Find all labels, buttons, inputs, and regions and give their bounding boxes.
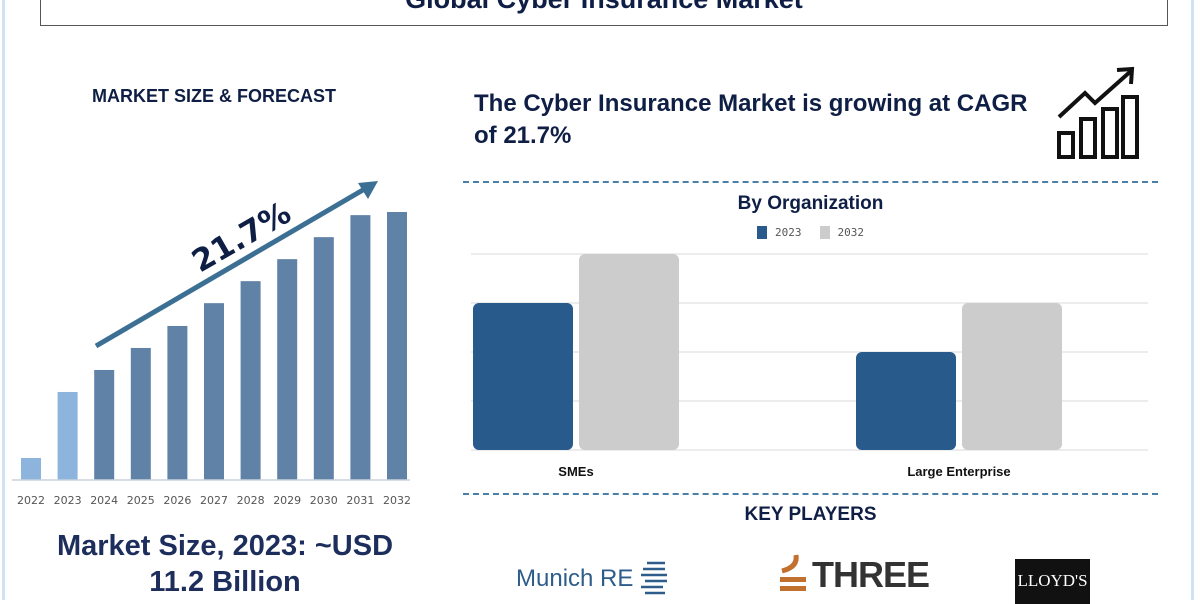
bar-smes-2023 — [473, 303, 573, 450]
x-tick-label: 2028 — [237, 494, 265, 507]
market-forecast-chart: 2022 2023 2024 2025 2026 2027 2028 2029 2030 2031… — [12, 181, 411, 507]
bar-large-enterprise-2023 — [856, 352, 956, 450]
x-tick-label: 2024 — [90, 494, 118, 507]
arrow-head-icon — [358, 181, 378, 199]
lloyds-logo: LLOYD'S — [1015, 559, 1090, 604]
page-title: Global Cyber Insurance Market — [41, 0, 1167, 13]
legend-swatch — [757, 226, 767, 239]
x-tick-label: 2032 — [383, 494, 411, 507]
market-size-text: Market Size, 2023: ~USD 11.2 Billion — [10, 528, 440, 600]
x-tick-label: 2026 — [163, 494, 191, 507]
bar-2023 — [57, 391, 78, 480]
bar-large-enterprise-2032 — [962, 303, 1062, 450]
org-legend: 2023 2032 — [463, 226, 1158, 239]
x-tick-label: 2023 — [54, 494, 82, 507]
three-emblem-icon — [780, 554, 806, 591]
key-players-title: KEY PLAYERS — [744, 504, 877, 525]
x-tick-label: 2031 — [346, 494, 374, 507]
market-size-heading: MARKET SIZE & FORECAST — [92, 86, 337, 106]
legend-item-2023: 2023 — [757, 226, 802, 239]
legend-swatch — [819, 226, 830, 239]
legend-item-2032: 2032 — [819, 226, 865, 239]
x-tick-label: 2022 — [17, 494, 45, 507]
divider — [463, 181, 1158, 183]
bar-2031 — [350, 215, 371, 481]
three-name: THREE — [812, 554, 930, 595]
title-box: Global Cyber Insurance Market — [40, 0, 1168, 26]
x-tick-label: 2029 — [273, 494, 301, 507]
category-label: Large Enterprise — [907, 464, 1010, 479]
three-logo: THREE — [778, 553, 930, 597]
bar-2029 — [277, 259, 298, 480]
market-size-line2: 11.2 Billion — [149, 566, 301, 598]
munich-re-logo: Munich RE — [516, 560, 668, 598]
bar-2025 — [130, 347, 151, 480]
left-border — [2, 0, 5, 600]
bar-2028 — [240, 281, 261, 480]
bar-2026 — [167, 325, 188, 480]
right-border — [1191, 0, 1194, 600]
org-chart-title: By Organization — [737, 193, 884, 214]
bar-2032 — [387, 212, 407, 480]
market-size-line1: Market Size, 2023: ~USD — [56, 530, 394, 562]
category-label: SMEs — [558, 464, 593, 479]
munich-re-name: Munich RE — [516, 565, 634, 592]
bar-2027 — [204, 303, 224, 480]
legend-label: 2032 — [837, 226, 865, 239]
bar-2022 — [21, 457, 41, 480]
growth-arrow — [94, 184, 370, 349]
bar-smes-2032 — [579, 254, 679, 450]
organization-chart: SMEs Large Enterprise — [471, 253, 1148, 479]
legend-label: 2023 — [775, 226, 802, 239]
x-tick-label: 2027 — [200, 494, 228, 507]
bar-2024 — [94, 369, 115, 480]
divider — [463, 493, 1158, 495]
cagr-statement: The Cyber Insurance Market is growing at… — [474, 90, 1028, 149]
bar-2030 — [313, 237, 334, 480]
x-tick-label: 2030 — [310, 494, 338, 507]
growth-chart-icon — [1057, 66, 1139, 159]
x-tick-label: 2025 — [127, 494, 155, 507]
munich-re-emblem-icon — [641, 561, 668, 595]
